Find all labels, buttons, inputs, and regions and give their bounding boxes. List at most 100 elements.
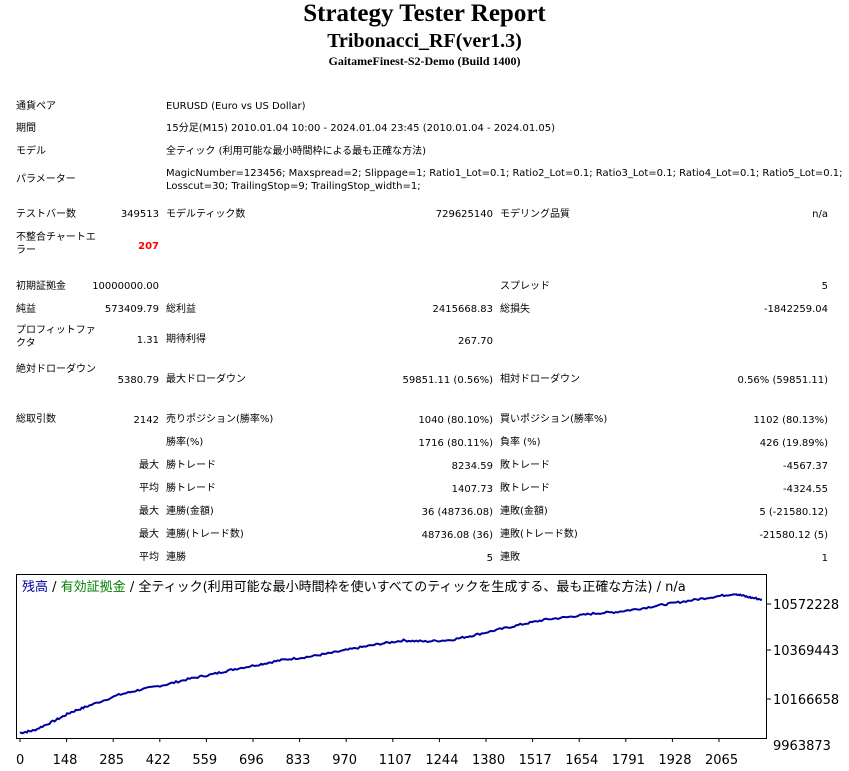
avg-cons-prefix: 平均 bbox=[139, 552, 159, 563]
net-profit-value: 573409.79 bbox=[104, 304, 159, 315]
avg-loss-label: 敗トレード bbox=[500, 483, 550, 494]
expected-payoff-value: 267.70 bbox=[458, 336, 493, 347]
ticks-value: 729625140 bbox=[435, 209, 493, 220]
quality-value: n/a bbox=[812, 209, 828, 220]
x-tick-label: 1654 bbox=[565, 753, 598, 768]
x-tick-label: 1107 bbox=[379, 753, 412, 768]
x-tick-label: 559 bbox=[192, 753, 217, 768]
report-title: Strategy Tester Report bbox=[303, 0, 546, 27]
model-label: モデル bbox=[16, 146, 46, 157]
cons-wins-value: 36 (48736.08) bbox=[421, 507, 493, 518]
x-tick-label: 696 bbox=[239, 753, 264, 768]
symbol-label: 通貨ペア bbox=[16, 101, 56, 112]
average-prefix: 平均 bbox=[139, 483, 159, 494]
legend-sep2: / bbox=[126, 580, 139, 595]
legend-sep1: / bbox=[48, 580, 61, 595]
abs-drawdown-value: 5380.79 bbox=[117, 375, 159, 386]
gross-profit-value: 2415668.83 bbox=[432, 304, 493, 315]
gross-loss-value: -1842259.04 bbox=[763, 304, 828, 315]
plot-area bbox=[16, 574, 767, 739]
profit-factor-value: 1.31 bbox=[136, 335, 159, 346]
symbol-value: EURUSD (Euro vs US Dollar) bbox=[166, 101, 306, 112]
largest-win-label: 勝トレード bbox=[166, 460, 216, 471]
x-tick-label: 422 bbox=[146, 753, 171, 768]
max-drawdown-label: 最大ドローダウン bbox=[166, 374, 246, 385]
x-tick-label: 970 bbox=[332, 753, 357, 768]
y-tick-label: 10572228 bbox=[773, 598, 839, 613]
x-tick-label: 285 bbox=[99, 753, 124, 768]
params-label: パラメーター bbox=[16, 174, 76, 185]
avg-cons-losses-value: 1 bbox=[821, 553, 828, 564]
max-cons-count-prefix: 最大 bbox=[139, 529, 159, 540]
win-rate-value: 1716 (80.11%) bbox=[418, 438, 493, 449]
spread-value: 5 bbox=[821, 281, 828, 292]
x-tick-label: 0 bbox=[16, 753, 24, 768]
avg-cons-wins-label: 連勝 bbox=[166, 552, 186, 563]
period-label: 期間 bbox=[16, 123, 36, 134]
x-tick-label: 1244 bbox=[425, 753, 458, 768]
x-tick-label: 1791 bbox=[612, 753, 645, 768]
server-name: GaitameFinest-S2-Demo (Build 1400) bbox=[328, 54, 521, 68]
balance-chart: 残高 / 有効証拠金 / 全ティック(利用可能な最小時間枠を使いすべてのティック… bbox=[16, 574, 839, 768]
cons-losses-value: 5 (-21580.12) bbox=[759, 507, 828, 518]
spread-label: スプレッド bbox=[500, 281, 550, 292]
legend-equity: 有効証拠金 bbox=[61, 579, 126, 595]
cons-wins-label: 連勝(金額) bbox=[166, 506, 214, 517]
gross-profit-label: 総利益 bbox=[166, 304, 196, 315]
avg-cons-wins-value: 5 bbox=[486, 553, 493, 564]
bars-label: テストバー数 bbox=[16, 209, 76, 220]
avg-win-label: 勝トレード bbox=[166, 483, 216, 494]
max-cons-prefix: 最大 bbox=[139, 506, 159, 517]
win-rate-label: 勝率(%) bbox=[166, 437, 204, 448]
net-profit-label: 純益 bbox=[16, 304, 36, 315]
x-tick-label: 1380 bbox=[472, 753, 505, 768]
x-tick-label: 148 bbox=[53, 753, 78, 768]
abs-drawdown-label: 絶対ドローダウン bbox=[16, 364, 96, 375]
x-tick-label: 833 bbox=[286, 753, 311, 768]
avg-win-value: 1407.73 bbox=[451, 484, 493, 495]
cons-profit-value: 48736.08 (36) bbox=[421, 530, 493, 541]
legend-model: 全ティック(利用可能な最小時間枠を使いすべてのティックを生成する、最も正確な方法… bbox=[138, 579, 685, 595]
long-positions-label: 買いポジション(勝率%) bbox=[500, 414, 608, 425]
expected-payoff-label: 期待利得 bbox=[166, 334, 206, 345]
balance-line bbox=[19, 593, 763, 735]
model-value: 全ティック (利用可能な最小時間枠による最も正確な方法) bbox=[166, 146, 427, 157]
cons-loss-label: 連敗(トレード数) bbox=[500, 529, 578, 540]
cons-profit-label: 連勝(トレード数) bbox=[166, 529, 244, 540]
ea-name: Tribonacci_RF(ver1.3) bbox=[327, 30, 522, 52]
x-tick-label: 1928 bbox=[658, 753, 691, 768]
profit-factor-label: プロフィットファクタ bbox=[16, 325, 96, 349]
loss-rate-value: 426 (19.89%) bbox=[759, 438, 828, 449]
y-tick-label: 10166658 bbox=[773, 693, 839, 708]
legend-balance: 残高 bbox=[22, 579, 48, 595]
rel-drawdown-value: 0.56% (59851.11) bbox=[737, 375, 828, 386]
largest-loss-label: 敗トレード bbox=[500, 460, 550, 471]
long-positions-value: 1102 (80.13%) bbox=[753, 415, 828, 426]
short-positions-value: 1040 (80.10%) bbox=[418, 415, 493, 426]
cons-loss-value: -21580.12 (5) bbox=[759, 530, 828, 541]
largest-prefix: 最大 bbox=[139, 460, 159, 471]
cons-losses-label: 連敗(金額) bbox=[500, 506, 548, 517]
mismatch-label: 不整合チャートエラー bbox=[16, 232, 96, 256]
params-line2: Losscut=30; TrailingStop=9; TrailingStop… bbox=[166, 181, 421, 192]
rel-drawdown-label: 相対ドローダウン bbox=[500, 374, 580, 385]
largest-win-value: 8234.59 bbox=[451, 461, 493, 472]
bars-value: 349513 bbox=[120, 209, 159, 220]
avg-loss-value: -4324.55 bbox=[783, 484, 828, 495]
y-tick-label: 10369443 bbox=[773, 644, 839, 659]
deposit-label: 初期証拠金 bbox=[16, 281, 66, 292]
max-drawdown-value: 59851.11 (0.56%) bbox=[402, 375, 493, 386]
total-trades-label: 総取引数 bbox=[16, 414, 56, 425]
short-positions-label: 売りポジション(勝率%) bbox=[166, 414, 274, 425]
avg-cons-losses-label: 連敗 bbox=[500, 552, 520, 563]
mismatch-value: 207 bbox=[138, 241, 159, 252]
gross-loss-label: 総損失 bbox=[500, 304, 530, 315]
quality-label: モデリング品質 bbox=[500, 209, 570, 220]
x-tick-label: 2065 bbox=[705, 753, 738, 768]
period-value: 15分足(M15) 2010.01.04 10:00 - 2024.01.04 … bbox=[166, 123, 555, 134]
ticks-label: モデルティック数 bbox=[166, 209, 246, 220]
legend: 残高 / 有効証拠金 / 全ティック(利用可能な最小時間枠を使いすべてのティック… bbox=[22, 579, 686, 595]
y-tick-label: 9963873 bbox=[773, 739, 831, 754]
loss-rate-label: 負率 (%) bbox=[500, 437, 541, 448]
deposit-value: 10000000.00 bbox=[92, 281, 159, 292]
